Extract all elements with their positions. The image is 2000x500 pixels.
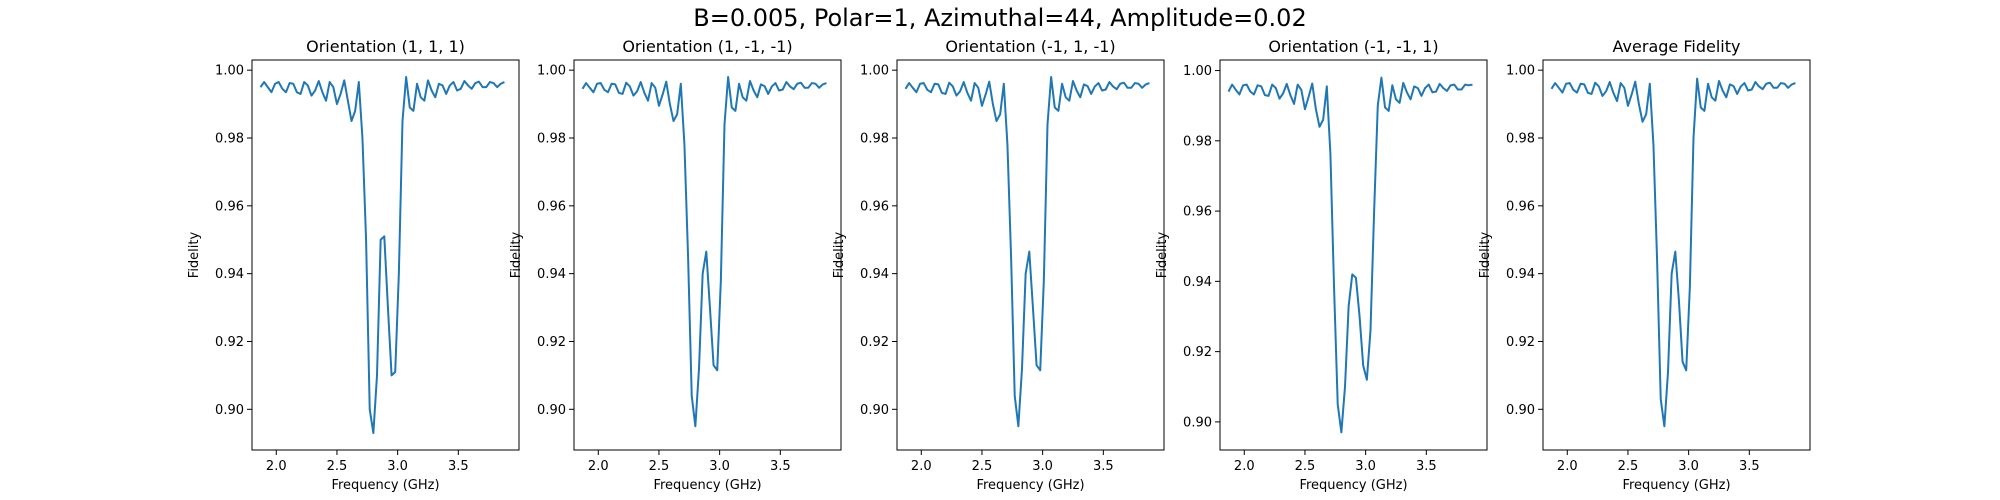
subplot-title: Orientation (-1, -1, 1): [1268, 37, 1438, 56]
y-tick-label: 0.96: [215, 199, 244, 214]
series-line: [581, 75, 827, 428]
x-tick-label: 2.5: [327, 459, 348, 474]
y-tick-label: 0.94: [537, 267, 566, 282]
axes-frame: [1542, 59, 1811, 451]
x-axis-label: Frequency (GHz): [653, 478, 761, 493]
x-tick-label: 3.0: [1355, 459, 1376, 474]
y-tick-label: 0.92: [537, 335, 566, 350]
x-tick-label: 2.0: [588, 459, 609, 474]
subplot-3: 2.0 2.5 3.0 3.5 0.90 0.92 0.94 0.96 0.98 1.00 Orie…: [832, 37, 1165, 493]
y-tick-label: 0.94: [215, 267, 244, 282]
y-tick-label: 0.92: [215, 335, 244, 350]
x-tick-label: 2.5: [649, 459, 670, 474]
subplot-5: 2.0 2.5 3.0 3.5 0.90 0.92 0.94 0.96 0.98 1.00 Aver…: [1478, 37, 1811, 493]
y-tick-label: 0.94: [1183, 275, 1212, 290]
y-tick-label: 0.96: [1506, 199, 1535, 214]
y-axis-label: Fidelity: [187, 231, 202, 278]
x-axis-label: Frequency (GHz): [331, 478, 439, 493]
y-tick-label: 0.98: [215, 132, 244, 147]
subplot-4: 2.0 2.5 3.0 3.5 0.90 0.92 0.94 0.96 0.98 1.00 Orie…: [1155, 37, 1488, 493]
y-axis-label: Fidelity: [509, 231, 524, 278]
y-tick-label: 1.00: [537, 64, 566, 79]
series-line: [259, 75, 505, 435]
x-axis-label: Frequency (GHz): [1622, 478, 1730, 493]
figure-suptitle: B=0.005, Polar=1, Azimuthal=44, Amplitud…: [693, 4, 1307, 32]
x-tick-label: 2.0: [911, 459, 932, 474]
x-tick-label: 3.5: [448, 459, 469, 474]
series-line: [1550, 77, 1796, 428]
subplot-title: Orientation (-1, 1, -1): [945, 37, 1115, 56]
y-tick-label: 0.98: [1506, 132, 1535, 147]
axes-frame: [573, 59, 842, 451]
subplot-title: Orientation (1, -1, -1): [622, 37, 792, 56]
y-axis-label: Fidelity: [832, 231, 847, 278]
series-line: [904, 75, 1150, 428]
y-tick-label: 0.90: [860, 403, 889, 418]
y-tick-label: 0.92: [860, 335, 889, 350]
axes-frame: [1219, 59, 1488, 451]
x-tick-label: 3.5: [1416, 459, 1437, 474]
subplot-title: Orientation (1, 1, 1): [306, 37, 465, 56]
y-tick-label: 0.92: [1506, 335, 1535, 350]
x-tick-label: 3.5: [770, 459, 791, 474]
y-tick-label: 0.96: [1183, 205, 1212, 220]
x-tick-label: 3.5: [1093, 459, 1114, 474]
y-tick-label: 0.96: [537, 199, 566, 214]
x-tick-label: 2.0: [1234, 459, 1255, 474]
y-tick-label: 0.90: [215, 403, 244, 418]
x-tick-label: 3.0: [387, 459, 408, 474]
x-tick-label: 3.0: [1678, 459, 1699, 474]
y-tick-label: 0.90: [1183, 415, 1212, 430]
subplot-2: 2.0 2.5 3.0 3.5 0.90 0.92 0.94 0.96 0.98 1.00 Orie…: [509, 37, 842, 493]
x-tick-label: 2.0: [1557, 459, 1578, 474]
y-axis-label: Fidelity: [1155, 231, 1170, 278]
y-tick-label: 1.00: [215, 64, 244, 79]
y-tick-label: 0.98: [860, 132, 889, 147]
x-tick-label: 3.0: [1032, 459, 1053, 474]
axes-frame: [251, 59, 520, 451]
y-tick-label: 1.00: [860, 64, 889, 79]
y-tick-label: 1.00: [1183, 64, 1212, 79]
series-line: [1227, 76, 1473, 434]
y-tick-label: 0.98: [537, 132, 566, 147]
y-tick-label: 0.90: [1506, 403, 1535, 418]
x-tick-label: 2.5: [1618, 459, 1639, 474]
x-tick-label: 3.5: [1739, 459, 1760, 474]
x-tick-label: 2.0: [266, 459, 287, 474]
y-axis-label: Fidelity: [1478, 231, 1493, 278]
y-tick-label: 1.00: [1506, 64, 1535, 79]
x-tick-label: 2.5: [972, 459, 993, 474]
x-axis-label: Frequency (GHz): [1299, 478, 1407, 493]
y-tick-label: 0.90: [537, 403, 566, 418]
y-tick-label: 0.96: [860, 199, 889, 214]
y-tick-label: 0.94: [1506, 267, 1535, 282]
y-tick-label: 0.92: [1183, 345, 1212, 360]
x-axis-label: Frequency (GHz): [976, 478, 1084, 493]
x-tick-label: 2.5: [1295, 459, 1316, 474]
subplot-1: 2.0 2.5 3.0 3.5 0.90 0.92 0.94 0.96 0.98 1.00 Orie…: [187, 37, 520, 493]
y-tick-label: 0.98: [1183, 134, 1212, 149]
axes-frame: [896, 59, 1165, 451]
x-tick-label: 3.0: [709, 459, 730, 474]
subplot-title: Average Fidelity: [1613, 37, 1741, 56]
y-tick-label: 0.94: [860, 267, 889, 282]
